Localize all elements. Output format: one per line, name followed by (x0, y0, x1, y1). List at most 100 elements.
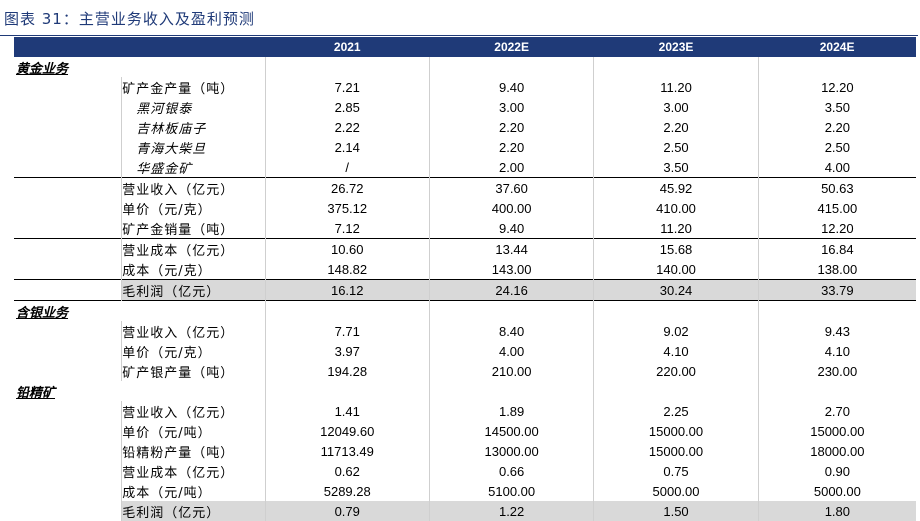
indent-cell (14, 218, 122, 239)
value-cell: 8.40 (428, 321, 594, 341)
value-cell: 26.72 (264, 177, 430, 198)
value-cell: 2.25 (593, 401, 759, 421)
row-label: 营业成本（亿元） (121, 461, 266, 481)
row-label: 营业收入（亿元） (121, 321, 266, 341)
value-cell: 0.90 (757, 461, 916, 481)
table-row: 华盛金矿/2.00 3.50 4.00 (14, 157, 916, 178)
value-cell: 7.12 (264, 218, 430, 239)
table-row: 黑河银泰 2.85 3.00 3.00 3.50 (14, 97, 916, 117)
indent-cell (14, 157, 122, 178)
value-cell: 375.12 (264, 198, 430, 218)
row-label: 成本（元/吨） (121, 481, 266, 501)
section-row-lead: 铅精矿 (14, 381, 916, 401)
row-label: 营业成本（亿元） (121, 238, 266, 259)
value-cell: 4.10 (593, 341, 759, 361)
value-cell: 50.63 (757, 177, 916, 198)
table-row: 营业收入（亿元） 1.41 1.89 2.25 2.70 (14, 401, 916, 421)
indent-cell (14, 137, 122, 157)
table-row: 矿产金销量（吨） 7.12 9.40 11.20 12.20 (14, 218, 916, 239)
value-cell: 4.00 (757, 157, 916, 178)
value-cell: 220.00 (593, 361, 759, 381)
table-row: 毛利润（亿元） 0.79 1.22 1.50 1.80 (14, 501, 916, 521)
value-cell: 37.60 (428, 177, 594, 198)
value-cell: 16.84 (757, 238, 916, 259)
value-cell: 2.85 (264, 97, 430, 117)
row-label: 营业收入（亿元） (121, 401, 266, 421)
row-label: 毛利润（亿元） (121, 279, 266, 301)
value-cell: 3.00 (428, 97, 594, 117)
title-divider (0, 35, 918, 36)
value-cell: 1.41 (264, 401, 430, 421)
value-cell: 4.10 (757, 341, 916, 361)
value-cell: 2.70 (757, 401, 916, 421)
value-cell: 0.75 (593, 461, 759, 481)
value-cell: 9.40 (428, 77, 594, 97)
value-cell: 5289.28 (264, 481, 430, 501)
value-cell: 14500.00 (428, 421, 594, 441)
header-row: 2021 2022E 2023E 2024E (14, 37, 916, 57)
figure-title: 图表 31：主营业务收入及盈利预测 (4, 10, 255, 28)
value-cell: 45.92 (593, 177, 759, 198)
header-year: 2023E (593, 37, 759, 57)
indent-cell (14, 279, 122, 301)
table-row: 单价（元/克） 3.97 4.00 4.10 4.10 (14, 341, 916, 361)
value-cell: 2.22 (264, 117, 430, 137)
row-label: 单价（元/克） (121, 198, 266, 218)
indent-cell (14, 259, 122, 280)
value-cell: 9.43 (757, 321, 916, 341)
table-row: 吉林板庙子 2.22 2.20 2.20 2.20 (14, 117, 916, 137)
indent-cell (14, 441, 122, 461)
value-cell: 194.28 (264, 361, 430, 381)
value-cell: 7.21 (264, 77, 430, 97)
value-cell: 3.97 (264, 341, 430, 361)
value-cell: 12.20 (757, 77, 916, 97)
table-row: 营业成本（亿元） 10.60 13.44 15.68 16.84 (14, 238, 916, 259)
row-label: 铅精粉产量（吨） (121, 441, 266, 461)
value-cell: 11.20 (593, 218, 759, 239)
row-label: 吉林板庙子 (121, 117, 266, 137)
value-cell: 2.50 (593, 137, 759, 157)
value-cell: 18000.00 (757, 441, 916, 461)
table-row: 营业收入（亿元） 7.71 8.40 9.02 9.43 (14, 321, 916, 341)
value-cell: 1.89 (428, 401, 594, 421)
header-year: 2024E (758, 37, 916, 57)
value-cell: 15.68 (593, 238, 759, 259)
value-cell: 0.62 (264, 461, 430, 481)
value-cell: 3.50 (757, 97, 916, 117)
value-cell: 9.02 (593, 321, 759, 341)
row-label: 营业收入（亿元） (121, 177, 266, 198)
indent-cell (14, 97, 122, 117)
value-cell: 13000.00 (428, 441, 594, 461)
value-cell: 1.50 (593, 501, 759, 521)
table-row: 青海大柴旦 2.14 2.20 2.50 2.50 (14, 137, 916, 157)
row-label: 矿产银产量（吨） (121, 361, 266, 381)
section-title-lead: 铅精矿 (16, 385, 56, 401)
value-cell: 33.79 (757, 279, 916, 301)
section-title-gold: 黄金业务 (16, 61, 69, 77)
value-cell: 410.00 (593, 198, 759, 218)
value-cell: 1.80 (757, 501, 916, 521)
value-cell: 3.50 (593, 157, 759, 178)
section-row-silver: 含银业务 (14, 300, 916, 321)
indent-cell (14, 421, 122, 441)
row-label: 毛利润（亿元） (121, 501, 266, 521)
value-cell: 12.20 (757, 218, 916, 239)
indent-cell (14, 238, 122, 259)
row-label: 华盛金矿 (121, 157, 266, 178)
value-cell: 12049.60 (264, 421, 430, 441)
table-row: 成本（元/吨） 5289.28 5100.00 5000.00 5000.00 (14, 481, 916, 501)
table-row: 营业成本（亿元） 0.62 0.66 0.75 0.90 (14, 461, 916, 481)
value-cell: 2.20 (593, 117, 759, 137)
row-label: 黑河银泰 (121, 97, 266, 117)
table-row: 毛利润（亿元） 16.12 24.16 30.24 33.79 (14, 279, 916, 301)
indent-cell (14, 77, 122, 97)
header-blank (121, 37, 266, 57)
table-row: 矿产银产量（吨） 194.28 210.00 220.00 230.00 (14, 361, 916, 381)
table-row: 矿产金产量（吨） 7.21 9.40 11.20 12.20 (14, 77, 916, 97)
table-row: 铅精粉产量（吨） 11713.49 13000.00 15000.00 18000.00 (14, 441, 916, 461)
header-year: 2022E (429, 37, 594, 57)
value-cell: 2.20 (428, 117, 594, 137)
indent-cell (14, 401, 122, 421)
indent-cell (14, 341, 122, 361)
indent-cell (14, 501, 122, 521)
